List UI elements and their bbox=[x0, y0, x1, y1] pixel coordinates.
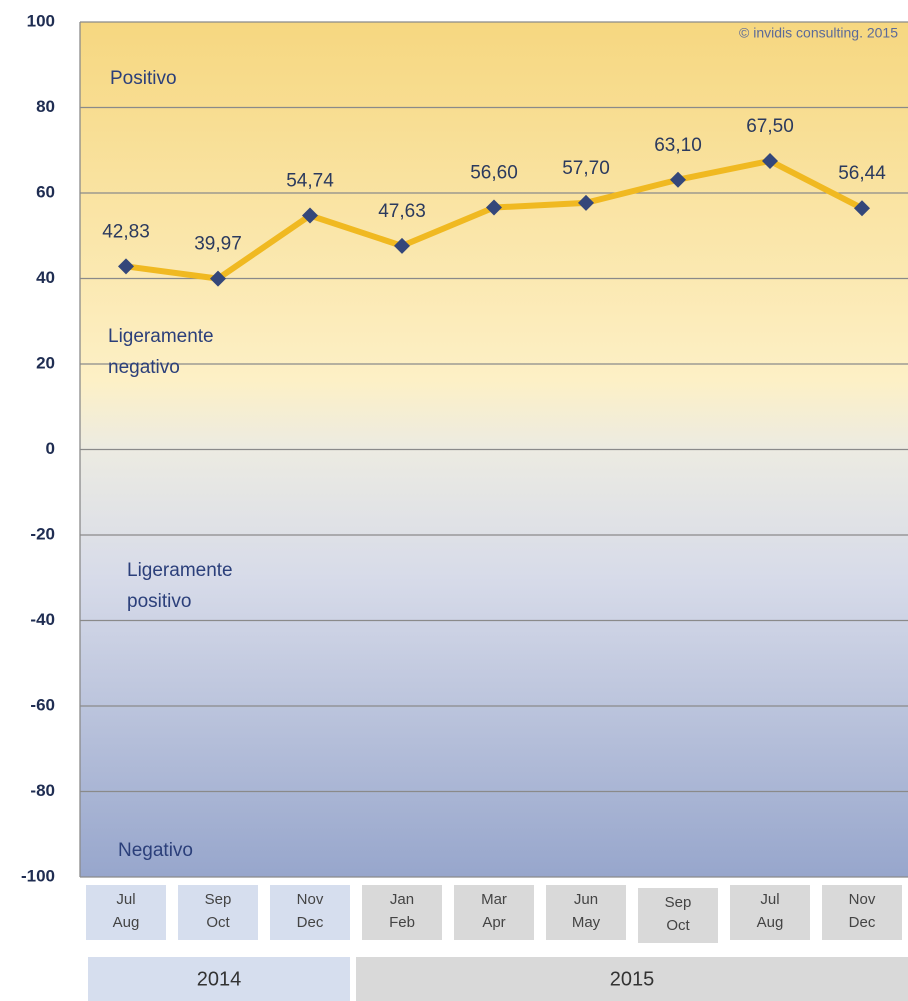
x-tick-label: Nov bbox=[849, 891, 876, 908]
value-label: 42,83 bbox=[102, 221, 150, 242]
year-box bbox=[88, 957, 350, 1001]
y-tick-label: 20 bbox=[36, 353, 55, 372]
value-label: 54,74 bbox=[286, 171, 334, 192]
marker bbox=[486, 199, 502, 216]
year-label: 2015 bbox=[610, 968, 655, 990]
marker bbox=[394, 237, 410, 254]
zone-label: Negativo bbox=[118, 840, 193, 861]
x-tick-label: Jul bbox=[760, 891, 779, 908]
value-label: 63,10 bbox=[654, 135, 702, 156]
y-tick-label: 0 bbox=[46, 439, 55, 458]
y-tick-label: -20 bbox=[30, 524, 55, 543]
y-tick-label: 100 bbox=[27, 11, 55, 30]
y-tick-label: -40 bbox=[30, 610, 55, 629]
value-label: 57,70 bbox=[562, 158, 610, 179]
x-tick-label: Sep bbox=[205, 891, 232, 908]
zone-label: Ligeramente bbox=[108, 326, 214, 347]
value-label: 39,97 bbox=[194, 234, 242, 255]
x-tick-label: Jan bbox=[390, 891, 414, 908]
x-tick-label: Oct bbox=[206, 914, 230, 931]
marker bbox=[854, 200, 870, 217]
x-tick-label: Dec bbox=[849, 914, 876, 931]
zone-label: negativo bbox=[108, 357, 180, 378]
zone-label: positivo bbox=[127, 591, 191, 612]
x-tick-label: Jul bbox=[116, 891, 135, 908]
marker bbox=[302, 207, 318, 224]
marker bbox=[762, 152, 778, 169]
x-tick-label: Oct bbox=[666, 917, 690, 934]
y-tick-label: -80 bbox=[30, 781, 55, 800]
marker bbox=[118, 258, 134, 275]
category-box bbox=[362, 885, 442, 940]
y-tick-label: 80 bbox=[36, 97, 55, 116]
copyright: © invidis consulting. 2015 bbox=[739, 25, 898, 41]
x-tick-label: May bbox=[572, 914, 601, 931]
x-tick-label: Feb bbox=[389, 914, 415, 931]
year-label: 2014 bbox=[197, 968, 242, 990]
y-tick-label: -60 bbox=[30, 695, 55, 714]
category-box bbox=[270, 885, 350, 940]
category-box bbox=[730, 885, 810, 940]
x-tick-label: Nov bbox=[297, 891, 324, 908]
x-tick-label: Apr bbox=[482, 914, 505, 931]
marker bbox=[210, 270, 226, 287]
year-box bbox=[356, 957, 908, 1001]
category-box bbox=[546, 885, 626, 940]
category-box bbox=[86, 885, 166, 940]
y-tick-label: 60 bbox=[36, 182, 55, 201]
value-label: 47,63 bbox=[378, 201, 426, 222]
zone-label: Ligeramente bbox=[127, 560, 233, 581]
value-label: 56,60 bbox=[470, 163, 518, 184]
value-label: 56,44 bbox=[838, 163, 886, 184]
x-tick-label: Sep bbox=[665, 894, 692, 911]
category-box bbox=[178, 885, 258, 940]
category-box bbox=[638, 888, 718, 943]
marker bbox=[670, 171, 686, 188]
value-label: 67,50 bbox=[746, 116, 794, 137]
x-tick-label: Aug bbox=[757, 914, 784, 931]
category-box bbox=[454, 885, 534, 940]
marker bbox=[578, 194, 594, 211]
x-tick-label: Dec bbox=[297, 914, 324, 931]
category-box bbox=[822, 885, 902, 940]
x-tick-label: Mar bbox=[481, 891, 507, 908]
zone-label: Positivo bbox=[110, 68, 177, 89]
x-tick-label: Jun bbox=[574, 891, 598, 908]
y-tick-label: -100 bbox=[21, 866, 55, 885]
y-tick-label: 40 bbox=[36, 268, 55, 287]
x-tick-label: Aug bbox=[113, 914, 140, 931]
